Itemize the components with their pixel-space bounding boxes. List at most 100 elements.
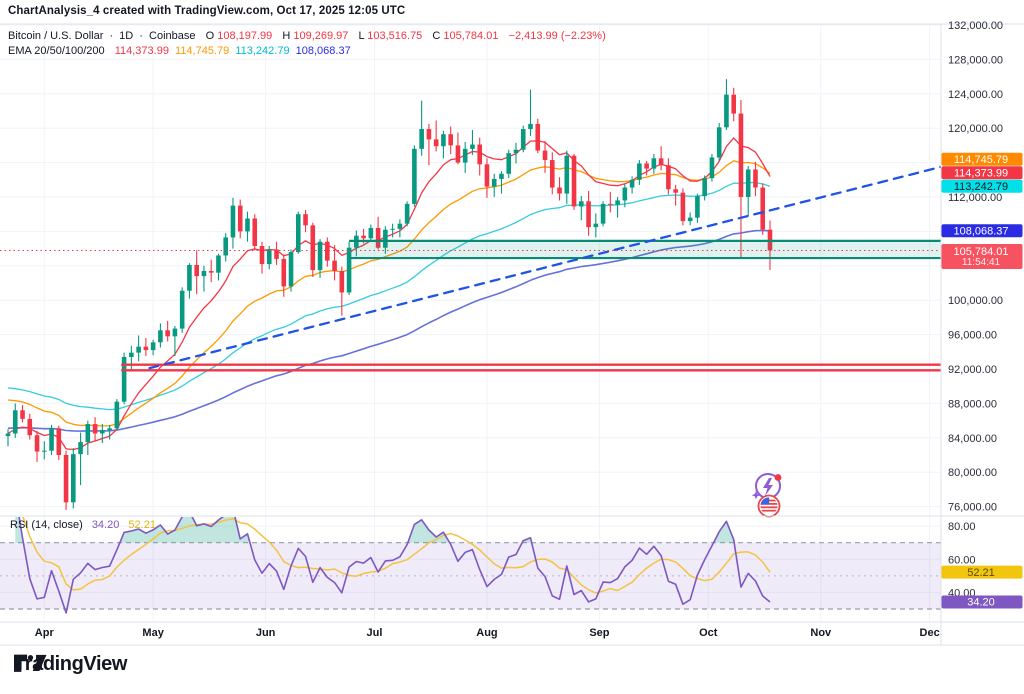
rsi-line xyxy=(18,517,771,614)
low-value: 103,516.75 xyxy=(367,30,423,42)
candle-body xyxy=(5,433,11,437)
candle-body xyxy=(738,113,744,197)
ema20-badge-label: 114,373.99 xyxy=(954,167,1008,179)
legend-separator: · xyxy=(139,30,143,42)
rsi-tick-label: 60.00 xyxy=(948,554,976,566)
candle-body xyxy=(644,163,649,169)
price-tick-label: 100,000.00 xyxy=(948,295,1003,307)
candle-body xyxy=(477,144,483,165)
high-label: H xyxy=(282,30,291,42)
candle-body xyxy=(346,247,352,293)
candle-body xyxy=(687,217,693,222)
candle-body xyxy=(136,346,141,353)
ema200-badge-label: 108,068.37 xyxy=(953,225,1008,237)
month-label-oct: Oct xyxy=(699,627,718,639)
rsi-badge-label: 34.20 xyxy=(967,597,995,609)
candle-body xyxy=(462,148,468,163)
candle-body xyxy=(129,352,134,357)
flag-stripe xyxy=(760,509,778,512)
symbol-legend[interactable]: Bitcoin / U.S. Dollar · 1D · Coinbase O … xyxy=(8,30,609,42)
open-label: O xyxy=(205,30,215,42)
candle-body xyxy=(143,346,149,351)
support-zone[interactable] xyxy=(349,240,941,259)
candle-body xyxy=(571,155,577,207)
candle-body xyxy=(187,264,192,291)
candle-body xyxy=(41,450,47,452)
month-label-may: May xyxy=(142,627,164,639)
candle-body xyxy=(680,192,686,222)
last-price-badge xyxy=(941,243,1023,269)
candle-body xyxy=(63,455,69,503)
candle-body xyxy=(92,424,98,434)
trendline[interactable] xyxy=(148,165,941,370)
month-label-dec: Dec xyxy=(920,627,940,639)
candle-body xyxy=(520,129,526,150)
ema-legend-label: EMA 20/50/100/200 xyxy=(8,45,105,57)
candle-body xyxy=(506,153,512,174)
symbol-name: Bitcoin / U.S. Dollar xyxy=(8,30,104,42)
ema-legend[interactable]: EMA 20/50/100/200 114,373.99 114,745.79 … xyxy=(8,45,354,57)
candle-body xyxy=(288,252,294,287)
price-tick-label: 128,000.00 xyxy=(948,54,1003,66)
candle-body xyxy=(216,255,221,273)
tradingview-logo[interactable]: TradingView xyxy=(14,653,127,676)
candle-body xyxy=(121,356,127,402)
tradingview-logo-mark xyxy=(14,654,47,672)
price-axis[interactable]: 132,000.00 128,000.00 124,000.00 120,000.00… xyxy=(941,20,1023,609)
candle-body xyxy=(484,164,490,187)
rsi-legend[interactable]: RSI (14, close) 34.20 52.21 xyxy=(10,519,162,531)
candle-body xyxy=(274,249,279,259)
close-value: 105,784.01 xyxy=(443,30,499,42)
candle-body xyxy=(615,200,620,205)
candle-body xyxy=(281,258,287,287)
price-tick-label: 124,000.00 xyxy=(948,89,1003,101)
price-pane[interactable] xyxy=(5,79,773,511)
flag-stripe xyxy=(760,506,778,509)
price-tick-label: 96,000.00 xyxy=(948,330,997,342)
candle-body xyxy=(237,205,243,232)
candle-body xyxy=(419,129,424,149)
borders xyxy=(0,23,1024,646)
candle-body xyxy=(695,196,700,218)
candles xyxy=(5,79,773,511)
candle-body xyxy=(12,410,18,434)
price-tick-label: 76,000.00 xyxy=(948,502,997,514)
ema50-value: 114,745.79 xyxy=(175,45,230,57)
legend-separator: · xyxy=(109,30,114,42)
candle-body xyxy=(245,218,250,232)
countdown-label: 11:54:41 xyxy=(962,257,1001,268)
ema200-line xyxy=(7,229,771,432)
event-markers[interactable] xyxy=(751,473,782,518)
time-axis[interactable]: Apr May Jun Jul Aug Sep Oct Nov Dec xyxy=(35,627,940,639)
rsi-badge xyxy=(941,595,1023,609)
candle-body xyxy=(71,454,76,503)
candle-body xyxy=(223,237,229,256)
candle-body xyxy=(165,330,170,337)
flag-canton xyxy=(760,497,770,505)
rsi-pane[interactable] xyxy=(0,493,941,614)
ema100-badge-label: 113,242.79 xyxy=(954,181,1008,193)
drawings-layer[interactable] xyxy=(0,165,941,372)
candle-body xyxy=(731,94,736,114)
ema100-badge xyxy=(941,179,1023,193)
price-tick-label: 112,000.00 xyxy=(948,192,1002,204)
candle-body xyxy=(608,203,613,205)
rsi-tick-label: 80.00 xyxy=(948,521,976,533)
candle-body xyxy=(20,410,25,419)
candle-body xyxy=(412,148,417,204)
candle-body xyxy=(34,435,40,452)
candle-body xyxy=(383,229,388,248)
ema50-badge-label: 114,745.79 xyxy=(954,154,1008,166)
close-label: C xyxy=(432,30,441,42)
us-flag-stripes xyxy=(760,497,778,512)
last-price-badge-label: 105,784.01 xyxy=(953,246,1008,258)
ema200-value: 108,068.37 xyxy=(295,45,351,57)
month-label-aug: Aug xyxy=(476,627,497,639)
candle-body xyxy=(172,328,178,337)
candle-body xyxy=(586,201,591,228)
candle-body xyxy=(716,127,722,158)
candle-body xyxy=(760,187,766,230)
candle-body xyxy=(27,418,33,436)
candle-body xyxy=(549,160,555,188)
